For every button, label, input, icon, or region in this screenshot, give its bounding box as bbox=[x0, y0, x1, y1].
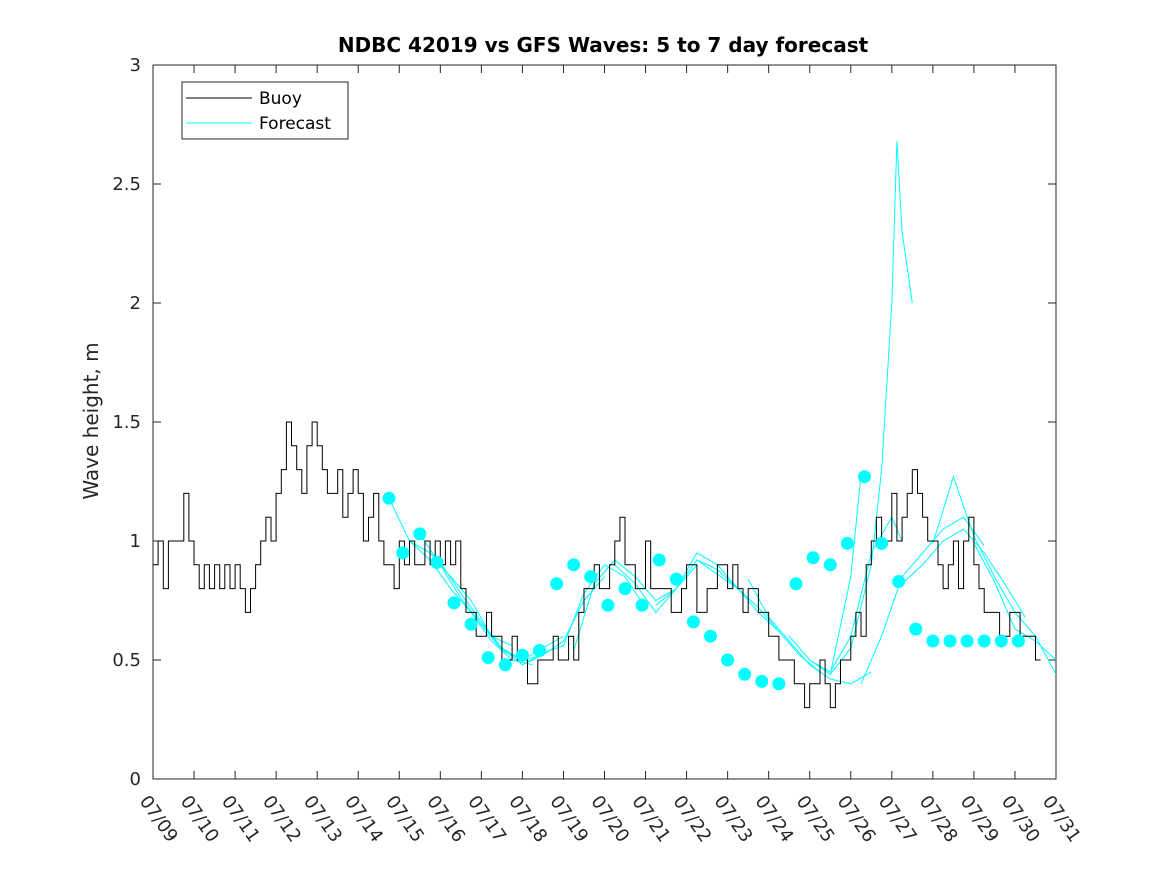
forecast-marker bbox=[430, 555, 444, 569]
y-tick-label: 3 bbox=[130, 55, 141, 76]
forecast-marker bbox=[909, 622, 923, 636]
y-axis-label: Wave height, m bbox=[79, 342, 103, 499]
forecast-run-line bbox=[973, 543, 1057, 661]
chart-title: NDBC 42019 vs GFS Waves: 5 to 7 day fore… bbox=[338, 33, 869, 57]
forecast-run-line bbox=[829, 141, 913, 675]
forecast-marker bbox=[447, 596, 461, 610]
legend-forecast-label: Forecast bbox=[259, 114, 331, 134]
y-tick-label: 2 bbox=[130, 293, 141, 314]
forecast-marker bbox=[823, 558, 837, 572]
forecast-marker bbox=[960, 634, 974, 648]
forecast-marker bbox=[721, 653, 735, 667]
forecast-marker bbox=[806, 551, 820, 565]
forecast-marker bbox=[669, 572, 683, 586]
forecast-marker bbox=[498, 658, 512, 672]
forecast-marker bbox=[994, 634, 1008, 648]
buoy-series bbox=[153, 421, 1041, 709]
forecast-marker bbox=[686, 615, 700, 629]
y-tick-label: 0 bbox=[130, 769, 141, 790]
forecast-marker bbox=[892, 575, 906, 588]
forecast-marker bbox=[755, 674, 769, 688]
forecast-marker bbox=[584, 570, 598, 584]
forecast-marker bbox=[977, 634, 991, 648]
forecast-marker bbox=[601, 598, 615, 612]
forecast-markers bbox=[382, 470, 1025, 691]
forecast-marker bbox=[1011, 634, 1025, 648]
forecast-marker bbox=[875, 536, 889, 550]
y-axis: 0 0.5 1 1.5 2 2.5 3 bbox=[112, 55, 1056, 790]
forecast-marker bbox=[738, 667, 752, 681]
buoy-line bbox=[153, 421, 1041, 709]
forecast-run-line bbox=[860, 516, 985, 684]
forecast-marker bbox=[652, 553, 666, 567]
forecast-marker bbox=[413, 527, 427, 541]
forecast-marker bbox=[772, 677, 786, 691]
forecast-marker bbox=[481, 651, 495, 665]
forecast-marker bbox=[382, 491, 396, 505]
legend: Buoy Forecast bbox=[181, 81, 349, 140]
y-tick-label: 1.5 bbox=[112, 412, 141, 433]
forecast-marker bbox=[396, 546, 410, 560]
forecast-marker bbox=[515, 648, 529, 662]
y-tick-label: 1 bbox=[130, 531, 141, 552]
plot-area: 00.511.522.53 07/0907/1007/1107/1207/130… bbox=[112, 55, 1085, 846]
y-tick-label: 0.5 bbox=[112, 650, 141, 671]
forecast-marker bbox=[858, 470, 871, 484]
forecast-marker bbox=[567, 558, 581, 572]
forecast-marker bbox=[464, 617, 478, 631]
legend-box bbox=[181, 81, 349, 140]
y-tick-label: 2.5 bbox=[112, 174, 141, 195]
forecast-marker bbox=[943, 634, 957, 648]
forecast-marker bbox=[840, 536, 854, 550]
forecast-run-line bbox=[901, 528, 1026, 618]
forecast-marker bbox=[550, 577, 564, 591]
forecast-marker bbox=[618, 582, 632, 596]
forecast-marker bbox=[789, 577, 803, 591]
forecast-marker bbox=[533, 644, 546, 657]
forecast-marker bbox=[926, 634, 940, 648]
forecast-marker bbox=[704, 629, 717, 643]
axes-box bbox=[152, 64, 1057, 780]
forecast-marker bbox=[635, 598, 649, 612]
legend-buoy-label: Buoy bbox=[259, 89, 302, 109]
forecast-run-line bbox=[809, 516, 903, 673]
